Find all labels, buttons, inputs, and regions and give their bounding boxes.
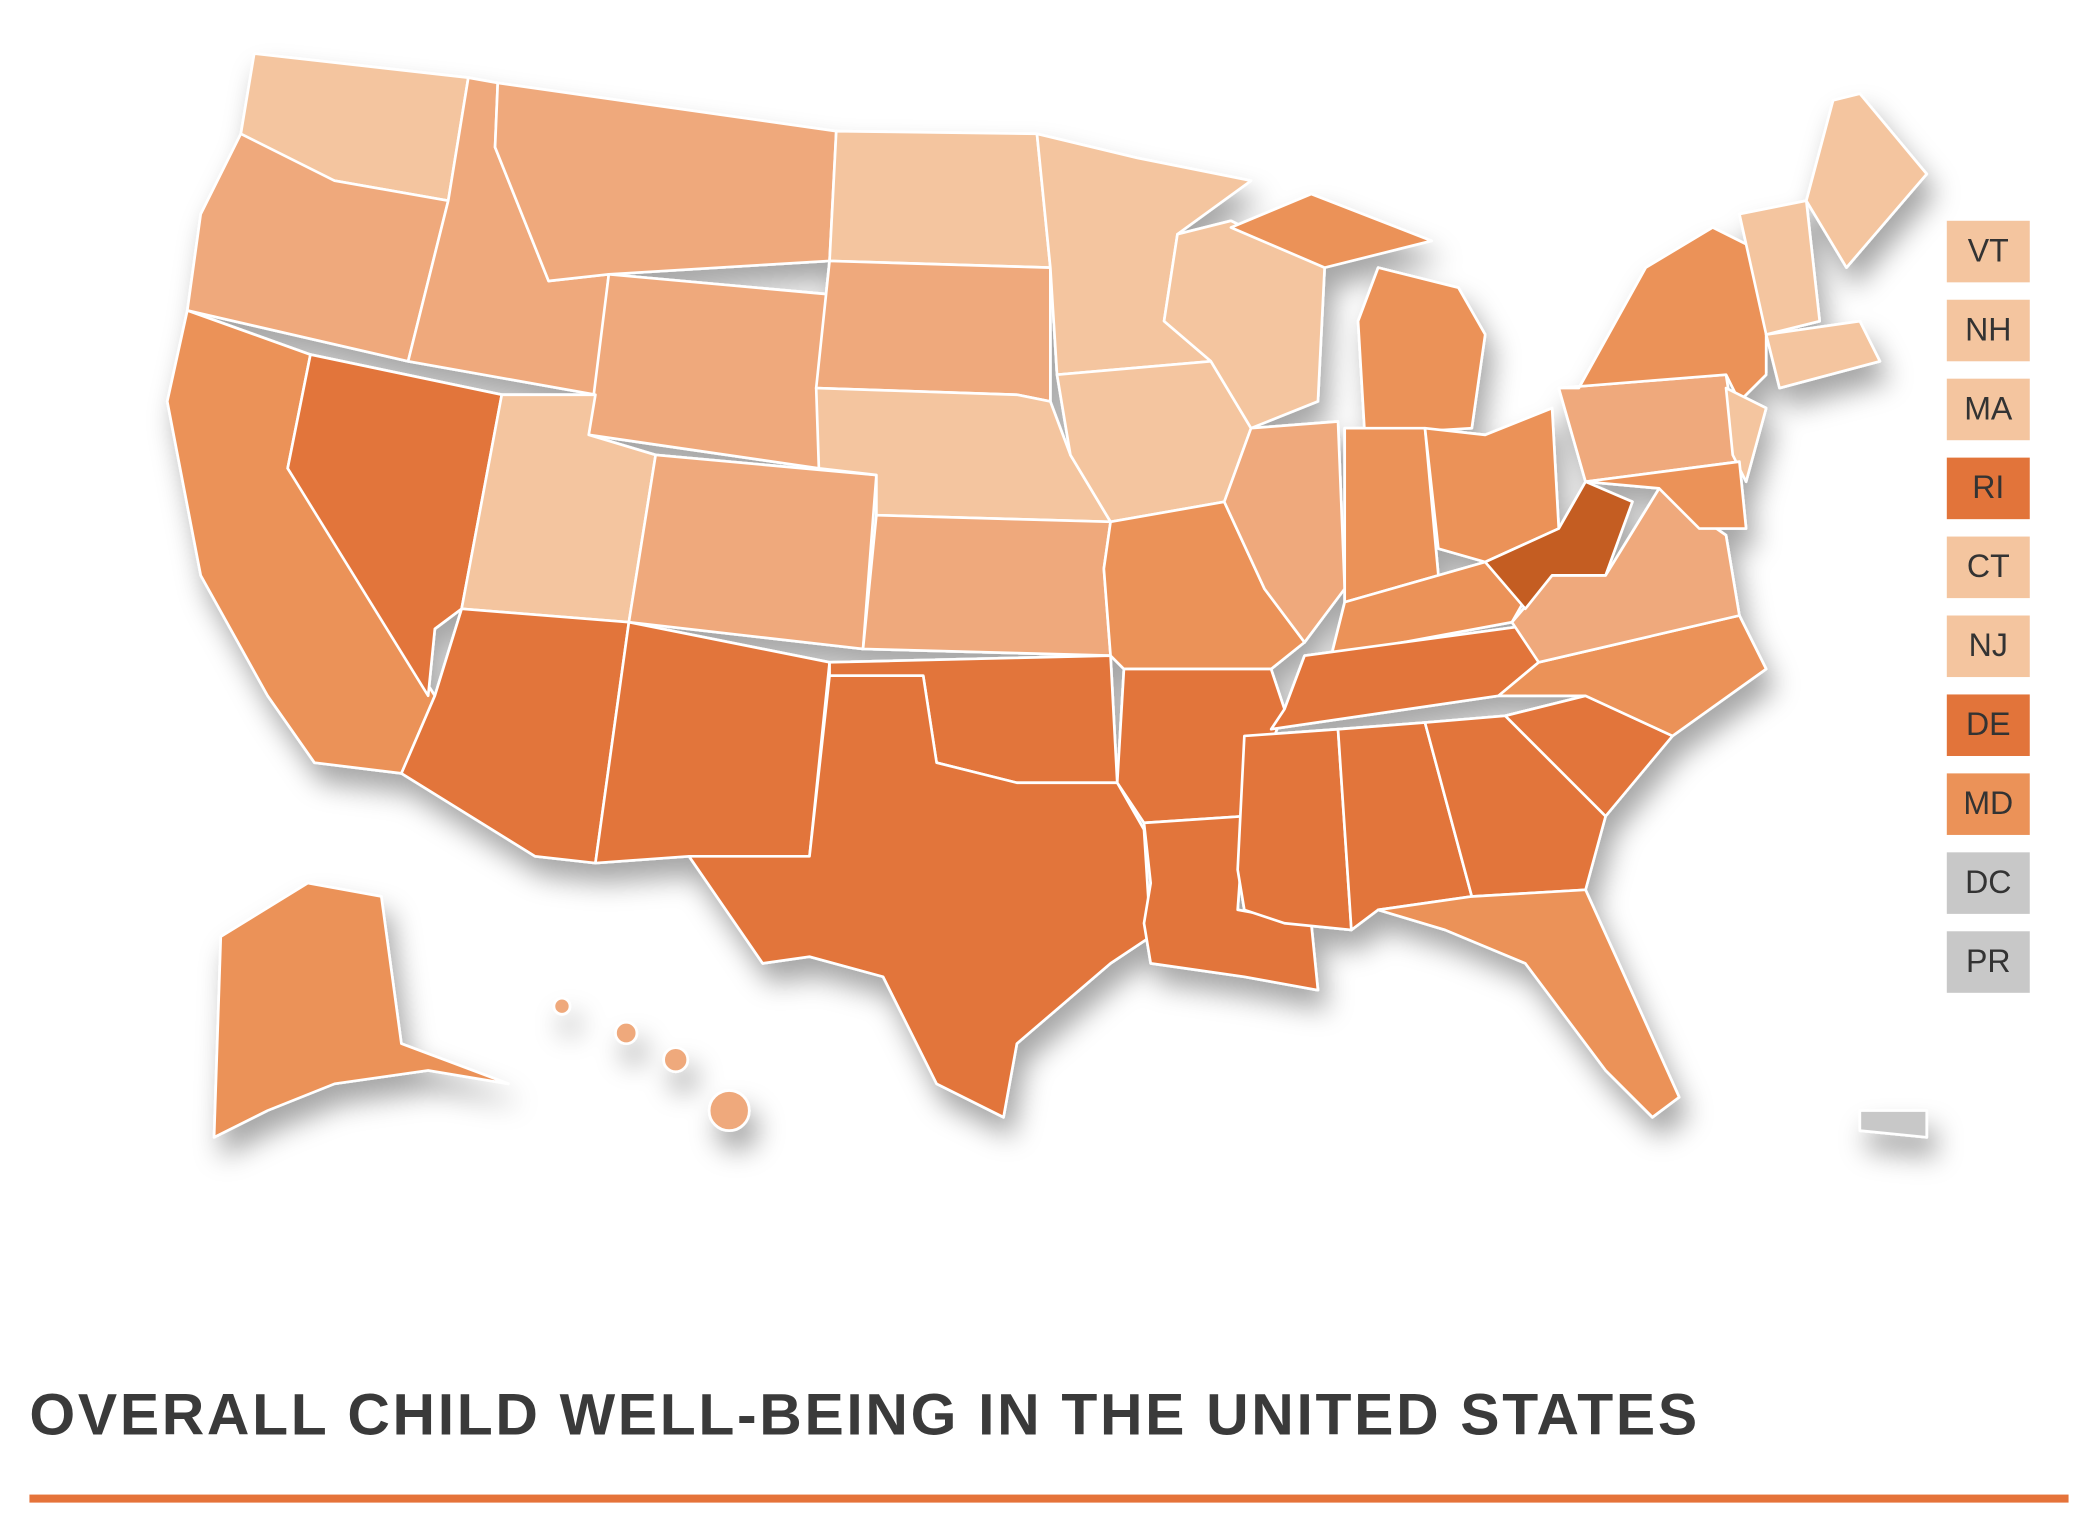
state <box>1423 714 1607 898</box>
state-box <box>1946 773 2030 835</box>
state <box>1557 226 1768 403</box>
state <box>1584 460 1748 530</box>
state <box>1222 420 1347 644</box>
state-box <box>1946 931 2030 993</box>
state-box <box>1946 852 2030 914</box>
state <box>828 129 1052 269</box>
title: OVERALL CHILD WELL-BEING IN THE UNITED S… <box>29 1382 1699 1447</box>
small-states: VT NH MA RI CT NJ DE MD DC PR <box>1946 220 2030 993</box>
state <box>814 259 1052 403</box>
state-label: DE <box>1966 706 2011 742</box>
state-box <box>1946 536 2030 599</box>
state <box>1724 386 1768 484</box>
state <box>493 81 838 283</box>
state <box>594 620 831 865</box>
state <box>1356 266 1487 437</box>
state <box>552 996 572 1016</box>
state-label: PR <box>1966 943 2011 979</box>
state <box>627 453 878 651</box>
state-box <box>1946 694 2030 756</box>
state-label: RI <box>1972 469 2004 505</box>
territory <box>1858 1109 1929 1139</box>
state <box>212 881 510 1139</box>
state-box <box>1946 220 2030 283</box>
state <box>587 272 831 470</box>
state <box>707 1089 751 1132</box>
state <box>1229 192 1434 269</box>
us-map <box>165 52 1929 1139</box>
state <box>1764 319 1882 390</box>
state-label: MA <box>1964 390 2013 426</box>
state-label: NH <box>1965 311 2011 347</box>
state <box>1236 727 1353 932</box>
state <box>400 607 631 865</box>
state <box>861 513 1112 657</box>
state-box <box>1946 615 2030 678</box>
state <box>687 674 1153 1119</box>
state-box <box>1946 378 2030 441</box>
divider <box>29 1494 2069 1503</box>
state <box>1483 480 1634 611</box>
state-box <box>1946 457 2030 520</box>
state <box>662 1046 690 1074</box>
state-label: NJ <box>1969 627 2008 663</box>
state <box>1738 199 1822 336</box>
state <box>614 1020 639 1046</box>
state-label: CT <box>1967 548 2010 584</box>
state <box>1376 888 1681 1119</box>
state <box>1343 426 1440 604</box>
state-label: MD <box>1963 785 2013 821</box>
state-label: DC <box>1965 864 2011 900</box>
state <box>1804 92 1929 269</box>
state-box <box>1946 299 2030 362</box>
state-label: VT <box>1968 232 2009 268</box>
